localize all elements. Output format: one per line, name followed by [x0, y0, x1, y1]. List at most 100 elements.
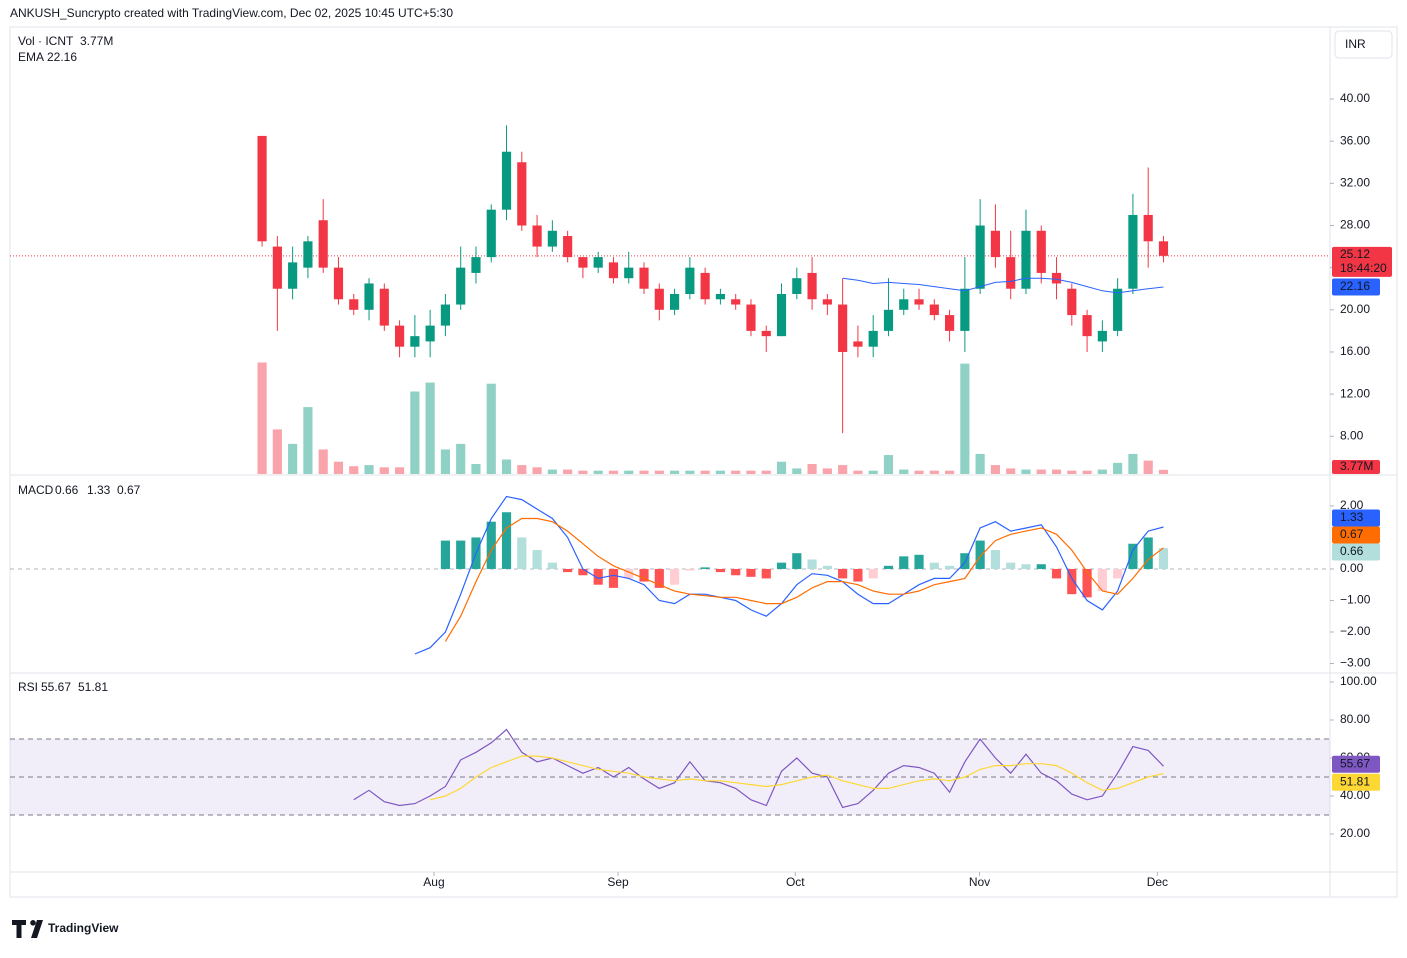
volume-bar	[547, 469, 557, 474]
volume-bar	[899, 469, 909, 474]
brand-logo: TradingView	[12, 920, 119, 938]
volume-bar	[975, 453, 985, 474]
candle-body	[1082, 315, 1092, 337]
candle-body	[532, 225, 542, 247]
y-tick-label: 100.00	[1340, 674, 1377, 688]
last-price-badge: 25.12	[1340, 247, 1370, 261]
candle-body	[914, 299, 924, 305]
macd-histogram-bar	[1082, 568, 1092, 598]
volume-bar	[914, 470, 924, 474]
x-tick-label: Dec	[1147, 875, 1168, 889]
candle-body	[1006, 257, 1016, 289]
volume-bar	[364, 465, 374, 474]
volume-bar	[425, 382, 435, 474]
candle-body	[990, 230, 1000, 258]
macd-signal-badge-bg	[1332, 526, 1380, 544]
volume-bar	[501, 459, 512, 474]
volume-bar	[1158, 469, 1169, 474]
volume-bar	[349, 466, 359, 474]
macd-signal-line	[444, 517, 1164, 642]
volume-bar	[1036, 469, 1046, 474]
candle-body	[1051, 272, 1062, 284]
volume-bar	[1128, 453, 1138, 474]
candle-body	[456, 267, 466, 305]
volume-bar	[1113, 462, 1123, 474]
candle-body	[608, 262, 619, 279]
candle-body	[1113, 288, 1123, 331]
rsi-badge-bg	[1332, 755, 1380, 773]
attribution: ANKUSH_Suncrypto created with TradingVie…	[10, 6, 453, 20]
macd-histogram-bar	[776, 562, 787, 569]
chart-frame	[9, 26, 1398, 898]
candle-body	[685, 267, 695, 294]
candle-body	[593, 257, 603, 268]
macd-histogram-bar	[440, 540, 450, 569]
y-tick-label: 20.00	[1340, 302, 1370, 316]
macd-histogram-bar	[990, 550, 1000, 569]
macd-histogram-bar	[624, 568, 634, 579]
candle-body	[486, 209, 496, 258]
volume-bar	[1143, 460, 1153, 474]
brand-icon	[12, 920, 43, 938]
candle-body	[410, 336, 420, 347]
volume-bar	[456, 443, 466, 474]
volume-bar	[288, 443, 298, 474]
macd-hist-badge-bg	[1332, 543, 1380, 561]
volume-bar	[945, 470, 955, 474]
volume-bar	[700, 470, 710, 474]
candle-body	[318, 220, 328, 268]
candle-body	[822, 299, 832, 305]
macd-histogram-bar	[532, 550, 542, 569]
volume-bar	[272, 429, 282, 474]
macd-histogram-bar	[899, 556, 909, 569]
candle-body	[776, 293, 787, 337]
volume-bar	[761, 470, 771, 474]
ema-legend-value: 22.16	[47, 50, 77, 64]
macd-histogram-bar	[853, 568, 863, 582]
candle-body	[624, 267, 634, 279]
candle-body	[761, 330, 771, 337]
volume-bar	[1097, 469, 1107, 474]
macd-histogram-bar	[639, 568, 649, 582]
currency-label[interactable]: INR	[1345, 37, 1366, 51]
candle-body	[288, 262, 298, 289]
volume-bar	[853, 470, 863, 474]
macd-histogram-bar	[593, 568, 603, 585]
currency-button[interactable]	[1334, 30, 1393, 59]
candle-body	[395, 325, 405, 347]
last-price-badge-bg	[1332, 246, 1392, 277]
candle-body	[715, 293, 725, 300]
x-tick-label: Nov	[969, 875, 990, 889]
volume-bar	[990, 465, 1000, 474]
candle-body	[349, 299, 359, 310]
candle-body	[700, 272, 710, 300]
rsi-legend-value: 55.67	[41, 680, 71, 694]
macd-histogram-bar	[822, 565, 832, 569]
y-tick-label: 2.00	[1340, 498, 1364, 512]
macd-histogram-bar	[1128, 543, 1138, 569]
y-tick-label: 80.00	[1340, 712, 1370, 726]
volume-badge: 3.77M	[1340, 459, 1373, 473]
y-tick-label: −2.00	[1340, 624, 1371, 638]
volume-bar	[883, 455, 894, 474]
candle-body	[563, 236, 573, 258]
volume-bar	[333, 461, 344, 474]
macd-histogram-bar	[883, 565, 894, 569]
macd-histogram-bar	[945, 565, 955, 569]
candle-body	[547, 230, 557, 247]
volume-bar	[868, 470, 878, 474]
candle-body	[639, 267, 649, 289]
countdown-badge: 18:44:20	[1340, 261, 1387, 275]
candle-body	[1158, 241, 1169, 256]
ema-line	[842, 277, 1164, 294]
macd-histogram-bar	[547, 562, 557, 569]
macd-histogram-bar	[654, 568, 664, 588]
rsi-ma-legend-value: 51.81	[78, 680, 108, 694]
volume-bar	[654, 470, 664, 474]
candle-body	[303, 241, 313, 268]
macd-histogram-bar	[685, 568, 695, 571]
volume-bar	[822, 468, 832, 474]
y-tick-label: 40.00	[1340, 788, 1370, 802]
macd-histogram-bar	[1006, 562, 1016, 569]
